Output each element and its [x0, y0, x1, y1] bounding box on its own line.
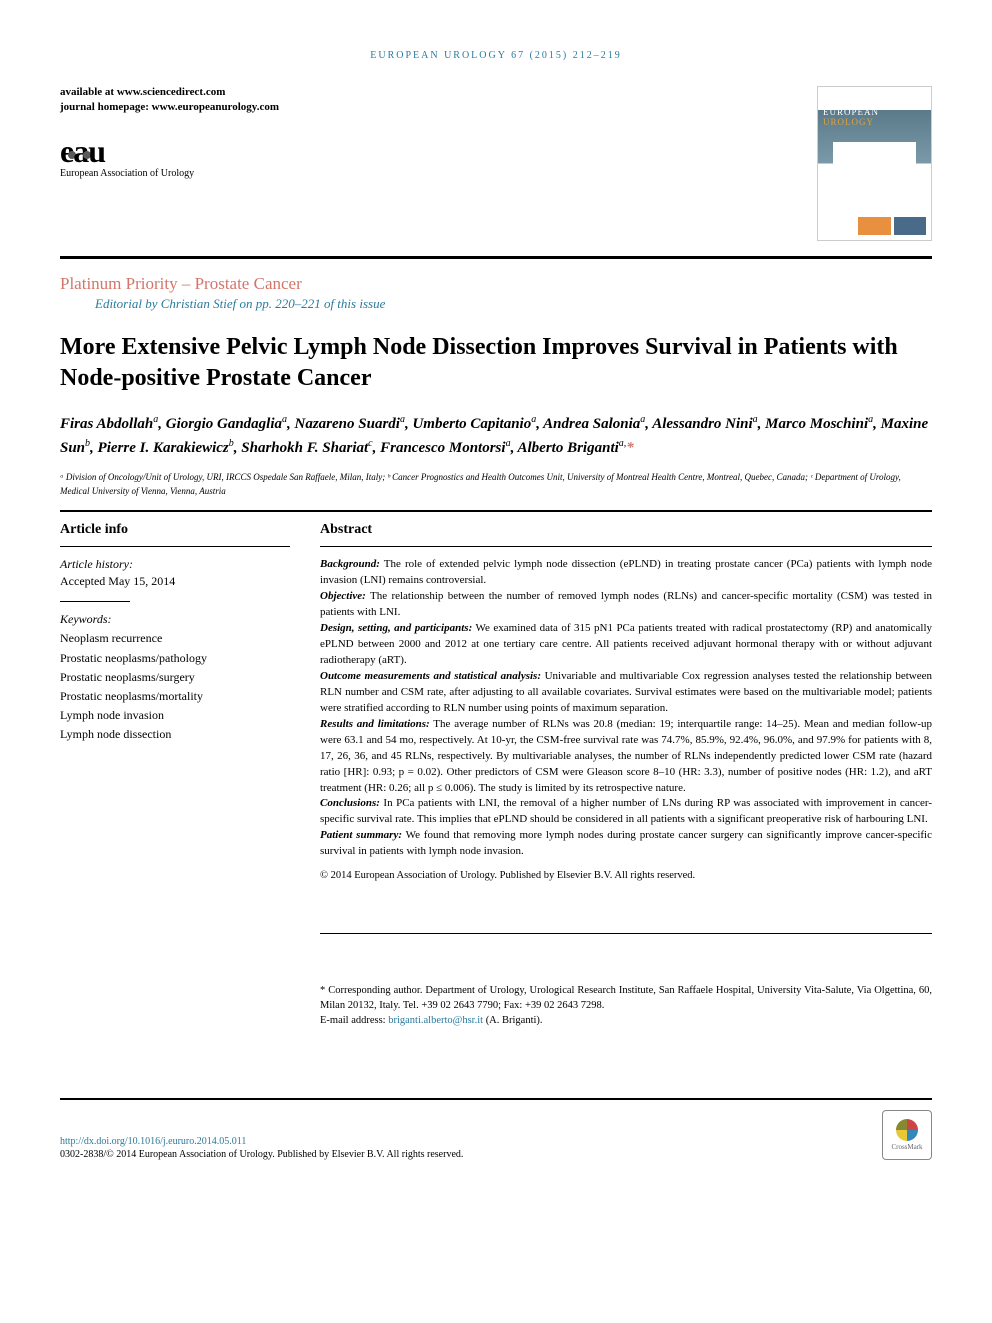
abstract-results-label: Results and limitations:: [320, 718, 430, 730]
journal-homepage: journal homepage: www.europeanurology.co…: [60, 101, 817, 113]
cover-title-line1: EUROPEAN: [823, 107, 926, 117]
divider: [60, 256, 932, 259]
article-history-text: Accepted May 15, 2014: [60, 574, 290, 589]
keyword-item: Prostatic neoplasms/surgery: [60, 668, 290, 687]
doi-link[interactable]: http://dx.doi.org/10.1016/j.eururo.2014.…: [60, 1136, 246, 1147]
keyword-item: Prostatic neoplasms/mortality: [60, 687, 290, 706]
abstract-design-label: Design, setting, and participants:: [320, 622, 472, 634]
abstract-body: Background: The role of extended pelvic …: [320, 557, 932, 883]
divider: [320, 546, 932, 547]
divider: [320, 933, 932, 934]
abstract-background-label: Background:: [320, 558, 380, 570]
availability-text: available at www.sciencedirect.com: [60, 86, 817, 98]
divider: [60, 1098, 932, 1100]
crossmark-badge[interactable]: CrossMark: [882, 1110, 932, 1160]
cover-title-line2: UROLOGY: [823, 117, 926, 127]
article-title: More Extensive Pelvic Lymph Node Dissect…: [60, 332, 932, 394]
article-history-heading: Article history:: [60, 557, 290, 572]
editorial-note: Editorial by Christian Stief on pp. 220–…: [95, 296, 932, 312]
divider: [60, 510, 932, 512]
crossmark-label: CrossMark: [891, 1143, 922, 1151]
email-suffix: (A. Briganti).: [483, 1015, 543, 1026]
keyword-item: Lymph node dissection: [60, 725, 290, 744]
footer-copyright: 0302-2838/© 2014 European Association of…: [60, 1149, 463, 1160]
keywords-list: Neoplasm recurrenceProstatic neoplasms/p…: [60, 629, 290, 744]
section-label: Platinum Priority – Prostate Cancer: [60, 274, 932, 294]
abstract-objective-label: Objective:: [320, 590, 366, 602]
abstract-conclusions-label: Conclusions:: [320, 797, 380, 809]
keyword-item: Neoplasm recurrence: [60, 629, 290, 648]
abstract-heading: Abstract: [320, 522, 932, 538]
divider: [60, 546, 290, 547]
corresponding-author-block: * Corresponding author. Department of Ur…: [320, 984, 932, 1028]
running-header: EUROPEAN UROLOGY 67 (2015) 212–219: [60, 50, 932, 61]
abstract-conclusions-text: In PCa patients with LNI, the removal of…: [320, 797, 932, 825]
abstract-copyright: © 2014 European Association of Urology. …: [320, 868, 932, 883]
keyword-item: Prostatic neoplasms/pathology: [60, 649, 290, 668]
affiliations: ᵃ Division of Oncology/Unit of Urology, …: [60, 471, 932, 498]
eau-logo: eau European Association of Urology: [60, 133, 817, 179]
abstract-patient-summary-text: We found that removing more lymph nodes …: [320, 829, 932, 857]
abstract-objective-text: The relationship between the number of r…: [320, 590, 932, 618]
authors-list: Firas Abdollaha, Giorgio Gandagliaa, Naz…: [60, 412, 932, 459]
masthead: available at www.sciencedirect.com journ…: [60, 86, 932, 241]
corresponding-author-text: * Corresponding author. Department of Ur…: [320, 985, 932, 1011]
journal-cover-thumbnail: EUROPEAN UROLOGY: [817, 86, 932, 241]
crossmark-icon: [896, 1119, 918, 1141]
keyword-item: Lymph node invasion: [60, 706, 290, 725]
email-label: E-mail address:: [320, 1015, 388, 1026]
eau-logo-subtitle: European Association of Urology: [60, 168, 817, 179]
abstract-outcome-label: Outcome measurements and statistical ana…: [320, 670, 541, 682]
corresponding-email-link[interactable]: briganti.alberto@hsr.it: [388, 1015, 483, 1026]
abstract-patient-summary-label: Patient summary:: [320, 829, 402, 841]
keywords-heading: Keywords:: [60, 612, 290, 627]
article-info-heading: Article info: [60, 522, 290, 538]
abstract-background-text: The role of extended pelvic lymph node d…: [320, 558, 932, 586]
divider: [60, 601, 130, 602]
